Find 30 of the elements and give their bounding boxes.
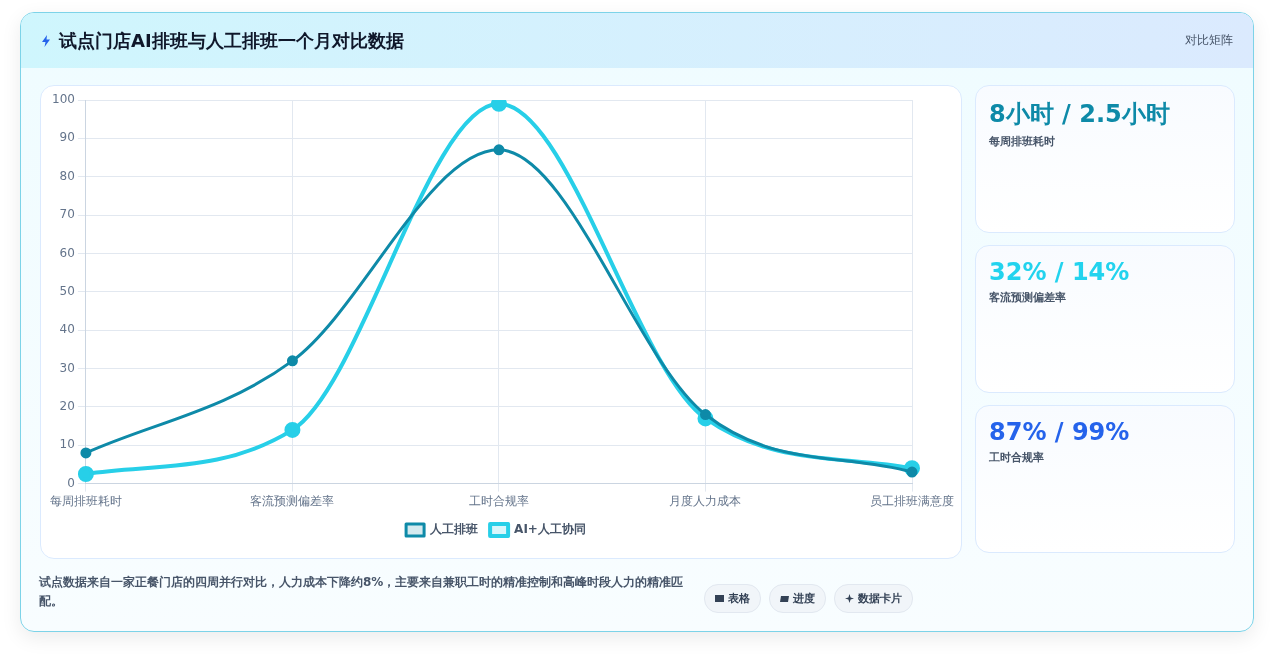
legend-label: AI+人工协同 bbox=[514, 522, 586, 537]
text: 对比矩阵 bbox=[1185, 32, 1233, 49]
y-tick-label: 90 bbox=[59, 130, 75, 145]
y-tick-label: 40 bbox=[59, 322, 75, 337]
x-tick-label: 客流预测偏差率 bbox=[250, 493, 335, 508]
x-tick-label: 员工排班满意度 bbox=[870, 493, 954, 508]
text: 每周排班耗时 bbox=[989, 134, 1056, 149]
text: 工时合规率 bbox=[989, 450, 1045, 465]
y-tick-label: 70 bbox=[59, 207, 75, 222]
text: 数据卡片 bbox=[834, 584, 913, 613]
x-tick-label: 每周排班耗时 bbox=[49, 493, 122, 508]
chart-title: 试点门店AI排班与人工排班一个月对比数据 bbox=[59, 28, 404, 53]
y-tick-label: 100 bbox=[52, 92, 75, 107]
y-tick-label: 20 bbox=[59, 399, 75, 414]
text: 87% / 99% bbox=[989, 418, 1131, 446]
text: 表格 bbox=[704, 584, 761, 613]
text: 8小时 / 2.5小时 bbox=[989, 99, 1171, 130]
x-tick-label: 工时合规率 bbox=[468, 493, 529, 508]
text: 32% / 14% bbox=[989, 258, 1131, 286]
y-tick-label: 10 bbox=[59, 437, 75, 452]
y-tick-label: 80 bbox=[59, 168, 75, 183]
y-tick-label: 30 bbox=[59, 360, 75, 375]
y-tick-label: 0 bbox=[67, 475, 75, 490]
legend-label: 人工排班 bbox=[429, 522, 479, 537]
text: 进度 bbox=[769, 584, 826, 613]
x-tick-label: 月度人力成本 bbox=[669, 493, 742, 508]
text: 客流预测偏差率 bbox=[989, 290, 1067, 305]
y-tick-label: 50 bbox=[59, 283, 75, 298]
text: 试点数据来自一家正餐门店的四周并行对比，人力成本下降约8%，主要来自兼职工时的精准控制和高峰时段人力的精准匹配。 bbox=[39, 574, 685, 610]
y-tick-label: 60 bbox=[59, 245, 75, 260]
